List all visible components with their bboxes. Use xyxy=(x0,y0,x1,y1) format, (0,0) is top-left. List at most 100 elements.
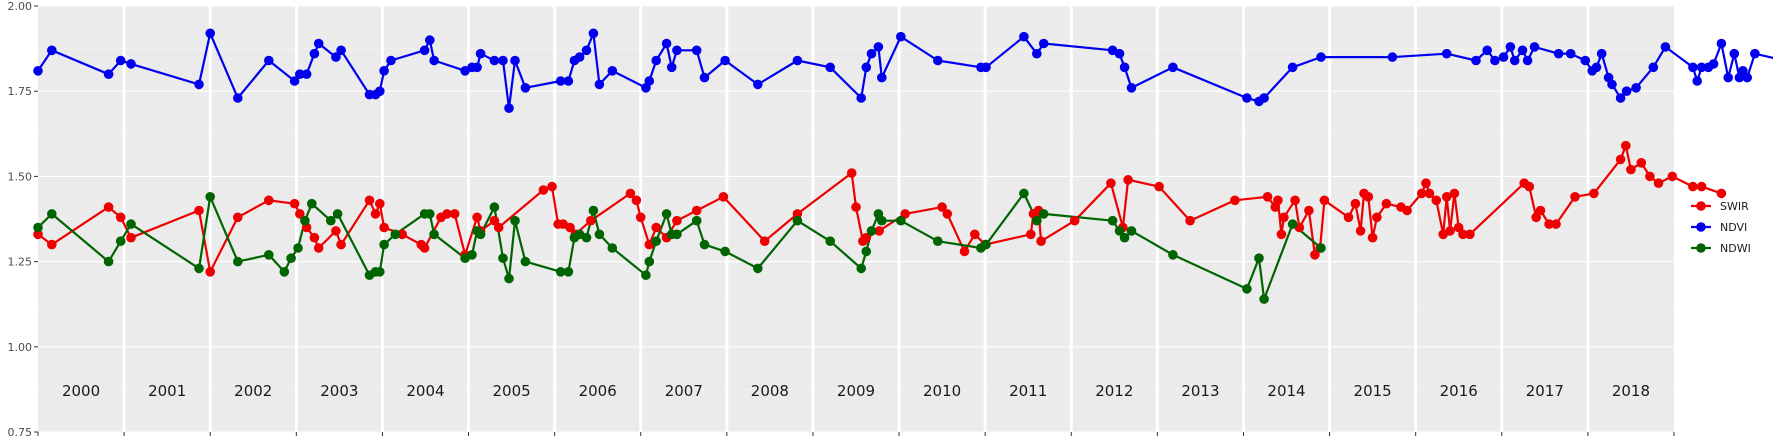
swir-point xyxy=(1551,219,1561,229)
ndwi-point xyxy=(866,226,877,236)
swir-point xyxy=(295,209,305,219)
minor-gridlines xyxy=(38,48,1674,390)
ndwi-point xyxy=(720,246,730,257)
swir-point xyxy=(126,232,136,243)
ndwi-point xyxy=(691,215,702,226)
swir-point xyxy=(364,195,375,206)
swir-point xyxy=(1290,195,1300,206)
year-label: 2008 xyxy=(751,382,789,400)
swir-point xyxy=(718,192,729,202)
year-label: 2010 xyxy=(923,382,961,400)
swir-point xyxy=(1262,192,1273,202)
ndwi-point xyxy=(1119,232,1130,243)
legend-label: SWIR xyxy=(1720,200,1749,213)
swir-point xyxy=(959,246,970,257)
y-tick-label: 0.75 xyxy=(8,426,33,439)
y-tick-label: 1.00 xyxy=(8,341,33,354)
swir-point xyxy=(759,236,770,246)
swir-point xyxy=(586,215,596,226)
y-tick-label: 1.25 xyxy=(8,256,33,269)
swir-point xyxy=(1696,181,1707,192)
ndvi-point xyxy=(47,45,57,56)
ndwi-point xyxy=(332,209,343,219)
year-label: 2003 xyxy=(320,382,358,400)
swir-point xyxy=(115,212,126,223)
ndvi-point xyxy=(1688,62,1698,73)
ndvi-point xyxy=(563,76,574,86)
swir-point xyxy=(1381,198,1392,209)
year-labels: 2000 2001 2002 2003 2004 2005 2006 2007 2008 2009… xyxy=(62,382,1650,400)
ndvi-point xyxy=(264,55,274,66)
ndvi-point xyxy=(699,72,710,83)
ndwi-point xyxy=(300,215,310,226)
legend-key-point xyxy=(1696,201,1706,211)
ndwi-point xyxy=(607,243,618,253)
swir-point xyxy=(631,195,642,206)
ndvi-point xyxy=(720,55,730,66)
legend-key-point xyxy=(1696,243,1706,253)
swir-point xyxy=(846,168,857,178)
ndvi-point xyxy=(866,48,877,59)
ndvi-point xyxy=(1522,55,1533,66)
swir-point xyxy=(1310,250,1320,260)
legend-label: NDVI xyxy=(1720,221,1747,234)
swir-point xyxy=(1069,215,1080,226)
ndvi-point xyxy=(295,69,305,79)
year-label: 2000 xyxy=(62,382,100,400)
ndwi-point xyxy=(489,202,500,212)
ndwi-point xyxy=(563,267,574,277)
swir-point xyxy=(1154,181,1164,192)
ndvi-point xyxy=(1038,38,1049,49)
ndwi-point xyxy=(877,215,887,226)
ndvi-point xyxy=(574,52,585,62)
swir-point xyxy=(1319,195,1330,206)
y-axis: 0.75 1.00 1.25 1.50 1.75 2.00 xyxy=(8,0,38,439)
ndwi-point xyxy=(103,256,114,267)
ndvi-point xyxy=(1517,45,1528,56)
ndvi-point xyxy=(666,62,677,73)
swir-point xyxy=(205,267,215,277)
ndvi-point xyxy=(498,55,508,66)
swir-point xyxy=(635,212,646,223)
ndvi-point xyxy=(1482,45,1492,56)
swir-point xyxy=(309,232,320,243)
ndvi-point xyxy=(1316,52,1326,62)
swir-point xyxy=(565,222,575,233)
y-tick-label: 1.75 xyxy=(8,85,33,98)
ndwi-point xyxy=(555,267,566,277)
series-points xyxy=(33,28,1760,304)
ndvi-point xyxy=(877,72,887,83)
ndwi-point xyxy=(933,236,943,246)
ndvi-point xyxy=(331,52,341,62)
swir-point xyxy=(1535,205,1546,216)
swir-point xyxy=(313,243,324,253)
swir-point xyxy=(289,198,300,209)
ndwi-point xyxy=(1242,284,1252,294)
ndvi-point xyxy=(1692,76,1702,86)
ndvi-point xyxy=(896,31,906,42)
swir-point xyxy=(1367,232,1378,243)
swir-point xyxy=(1570,192,1580,202)
swir-point xyxy=(1441,192,1452,202)
y-tick-label: 2.00 xyxy=(8,0,33,13)
ndvi-point xyxy=(520,83,531,93)
ndvi-point xyxy=(510,55,520,66)
ndvi-point xyxy=(1742,72,1752,83)
ndwi-point xyxy=(194,263,204,274)
swir-point xyxy=(1688,181,1698,192)
ndwi-point xyxy=(641,270,651,281)
year-label: 2009 xyxy=(837,382,875,400)
legend-key-point xyxy=(1696,222,1706,232)
ndwi-point xyxy=(429,229,439,240)
ndwi-point xyxy=(233,256,243,267)
swir-point xyxy=(1416,188,1427,199)
swir-point xyxy=(874,226,884,236)
ndvi-point xyxy=(1580,55,1591,66)
swir-point xyxy=(1636,158,1647,168)
ndwi-point xyxy=(425,209,435,219)
ndwi-point xyxy=(510,215,520,226)
ndvi-point xyxy=(1019,31,1029,42)
ndvi-point xyxy=(933,55,943,66)
swir-point xyxy=(1230,195,1240,206)
ndwi-point xyxy=(498,253,508,263)
